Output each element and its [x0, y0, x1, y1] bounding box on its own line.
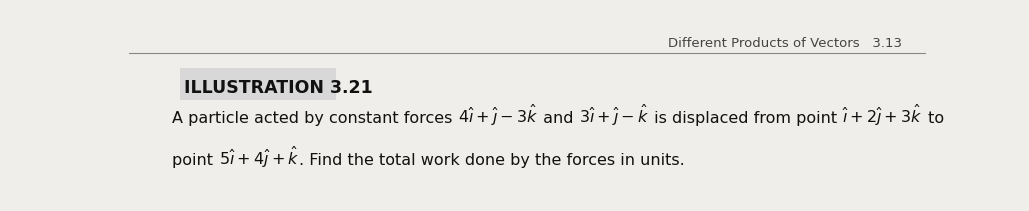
Text: A particle acted by constant forces: A particle acted by constant forces: [173, 111, 458, 126]
Text: $3\hat{\imath}+\hat{\jmath}-\hat{k}$: $3\hat{\imath}+\hat{\jmath}-\hat{k}$: [579, 103, 649, 128]
Text: $\hat{\imath}+2\hat{\jmath}+3\hat{k}$: $\hat{\imath}+2\hat{\jmath}+3\hat{k}$: [843, 103, 923, 128]
Text: point: point: [173, 153, 218, 168]
Text: is displaced from point: is displaced from point: [649, 111, 843, 126]
Text: to: to: [923, 111, 944, 126]
Text: Different Products of Vectors   3.13: Different Products of Vectors 3.13: [668, 37, 902, 50]
Text: and: and: [538, 111, 579, 126]
Text: ILLUSTRATION 3.21: ILLUSTRATION 3.21: [184, 79, 374, 97]
Text: $4\hat{\imath}+\hat{\jmath}-3\hat{k}$: $4\hat{\imath}+\hat{\jmath}-3\hat{k}$: [458, 103, 538, 128]
FancyBboxPatch shape: [180, 68, 335, 100]
Text: . Find the total work done by the forces in units.: . Find the total work done by the forces…: [299, 153, 684, 168]
Text: $5\hat{\imath}+4\hat{\jmath}+\hat{k}$: $5\hat{\imath}+4\hat{\jmath}+\hat{k}$: [218, 145, 299, 170]
